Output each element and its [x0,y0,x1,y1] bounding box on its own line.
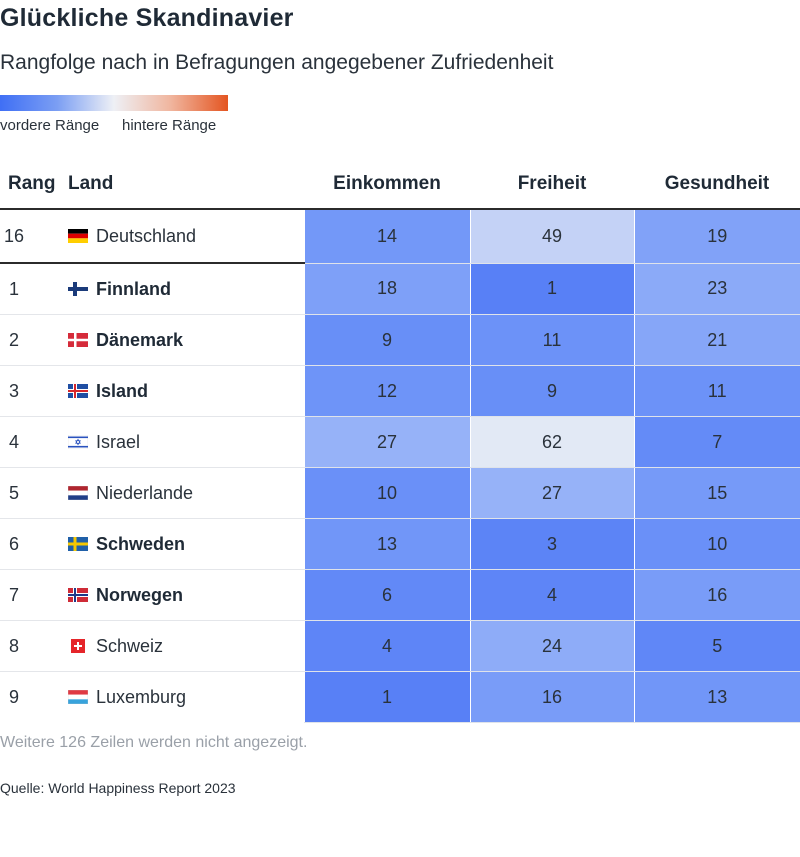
il-flag-icon [67,433,89,449]
column-header-income: Einkommen [333,173,441,194]
income-cell: 14 [303,209,470,264]
income-cell: 12 [303,365,470,417]
health-cell: 16 [633,569,800,621]
country-name: Island [96,380,149,401]
table-row: 6 Schweden 13 3 10 [0,518,800,570]
health-cell: 7 [633,416,800,468]
income-cell: 9 [303,314,470,366]
chart-subtitle: Rangfolge nach in Befragungen angegebene… [0,51,554,74]
chart-title: Glückliche Skandinavier [0,4,294,32]
nl-flag-icon [67,484,89,500]
country-name: Schweiz [96,635,164,656]
income-cell: 13 [303,518,470,570]
se-flag-icon [68,535,88,551]
rank-cell: 1 [0,263,68,315]
table-row: 8 Schweiz 4 24 5 [0,620,800,672]
column-header-health: Gesundheit [664,173,770,194]
income-cell: 6 [303,569,470,621]
ch-flag-icon [68,637,88,653]
table-row: 7 Norwegen 6 4 16 [0,569,800,621]
legend-label-high: hintere Ränge [122,117,217,134]
color-legend: vordere Ränge hintere Ränge [0,95,228,134]
country-cell: Niederlande [67,467,304,519]
table-row: 3 Island 12 9 11 [0,365,800,417]
country-name: Luxemburg [96,686,187,707]
lu-flag-icon [67,688,89,704]
country-name: Norwegen [96,584,184,605]
freedom-cell: 24 [469,620,634,672]
country-name: Niederlande [96,482,194,503]
freedom-cell: 1 [469,263,634,315]
country-cell: Luxemburg [67,672,304,723]
freedom-cell: 27 [469,467,634,519]
country-cell: Deutschland [68,209,304,264]
de-flag-icon [68,227,88,243]
hidden-rows-note: Weitere 126 Zeilen werden nicht angezeig… [0,734,308,751]
income-cell: 27 [303,416,470,468]
column-header-rank: Rang [8,173,56,194]
table-header-row: Rang Land Einkommen Freiheit Gesundheit [0,160,800,209]
legend-label-low: vordere Ränge [0,117,100,134]
country-name: Dänemark [96,329,184,350]
freedom-cell: 62 [469,416,634,468]
country-cell: Schweden [68,518,304,570]
table-row: 1 Finnland 18 1 23 [0,263,800,315]
rank-cell: 2 [0,314,68,366]
health-cell: 15 [633,467,800,519]
country-name: Finnland [96,278,171,299]
income-cell: 4 [303,620,470,672]
freedom-cell: 9 [469,365,634,417]
income-cell: 1 [303,671,470,723]
country-cell: Norwegen [68,569,304,621]
rank-cell: 3 [0,365,68,417]
country-cell: Israel [67,416,304,468]
health-cell: 5 [633,620,800,672]
legend-gradient-bar [0,95,228,111]
health-cell: 10 [633,518,800,570]
country-name: Schweden [96,533,186,554]
country-name: Deutschland [96,225,197,246]
table-row: 9 Luxemburg 1 16 13 [0,671,800,723]
country-cell: Schweiz [68,620,304,672]
income-cell: 10 [303,467,470,519]
rank-cell: 16 [0,209,68,264]
rank-cell: 4 [0,416,68,468]
fi-flag-icon [68,280,88,296]
country-name: Israel [96,431,141,452]
column-header-country: Land [68,173,114,194]
freedom-cell: 49 [469,209,634,264]
health-cell: 13 [633,671,800,723]
rank-cell: 5 [0,467,68,519]
rank-cell: 9 [8,686,19,707]
rank-cell: 8 [0,620,68,672]
column-header-freedom: Freiheit [517,173,587,194]
no-flag-icon [68,586,88,602]
health-cell: 23 [633,263,800,315]
table-row: 5 Niederlande 10 27 15 [0,467,800,519]
is-flag-icon [68,382,88,398]
health-cell: 11 [633,365,800,417]
source-note: Quelle: World Happiness Report 2023 [0,780,236,796]
freedom-cell: 3 [469,518,634,570]
table-row-reference: 16 Deutschland 14 49 19 [0,209,800,264]
table-row: 4 Israel 27 62 7 [0,416,800,468]
freedom-cell: 16 [469,671,634,723]
ranking-table: Rang Land Einkommen Freiheit Gesundheit … [0,160,800,723]
rank-cell: 7 [0,569,68,621]
rank-cell: 6 [0,518,68,570]
dk-flag-icon [68,331,88,347]
country-cell: Finnland [68,263,304,315]
income-cell: 18 [303,263,470,315]
table-row: 2 Dänemark 9 11 21 [0,314,800,366]
freedom-cell: 4 [469,569,634,621]
freedom-cell: 11 [469,314,634,366]
country-cell: Island [68,365,304,417]
health-cell: 19 [633,209,800,264]
health-cell: 21 [633,314,800,366]
country-cell: Dänemark [68,314,304,366]
